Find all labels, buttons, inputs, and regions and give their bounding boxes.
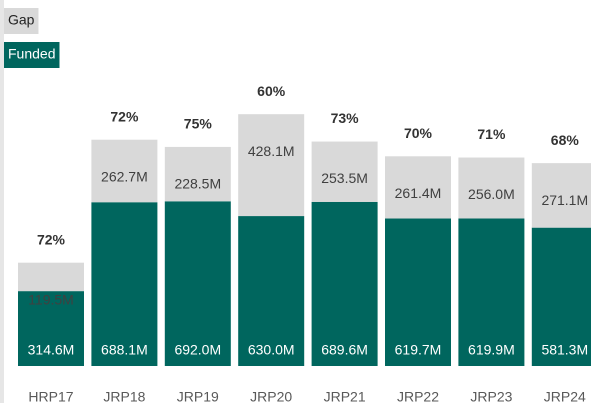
bar-segment	[238, 216, 305, 366]
data-label: 619.9M	[468, 342, 515, 358]
data-label: 688.1M	[101, 342, 148, 358]
bar-segment	[164, 201, 231, 366]
data-label: 262.7M	[101, 168, 148, 184]
bar-segment	[311, 201, 378, 366]
bar-segment	[458, 218, 525, 366]
bar-segment	[385, 218, 451, 366]
data-label: 314.6M	[28, 342, 75, 358]
data-label: 692.0M	[174, 342, 221, 358]
percent-label: 60%	[257, 83, 286, 99]
data-label: 630.0M	[248, 342, 295, 358]
left-strip	[0, 0, 4, 403]
legend-swatch	[4, 8, 39, 34]
data-label: 119.5M	[28, 291, 74, 307]
percent-label: 75%	[184, 116, 213, 132]
data-label: 253.5M	[321, 170, 368, 186]
percent-label: 72%	[37, 231, 66, 247]
data-label: 256.0M	[468, 186, 515, 202]
data-label: 689.6M	[321, 342, 368, 358]
data-label: 619.7M	[395, 342, 442, 358]
x-tick-label: JRP22	[397, 389, 439, 403]
percent-label: 72%	[110, 108, 139, 124]
x-tick-label: JRP18	[103, 389, 145, 403]
bar-segment	[91, 139, 158, 203]
x-tick-label: JRP19	[177, 389, 219, 403]
data-label: 271.1M	[541, 192, 588, 208]
data-label: 428.1M	[248, 143, 295, 159]
legend-label: Funded	[8, 46, 55, 62]
legend-swatch	[4, 42, 60, 68]
bar-segment	[91, 202, 158, 366]
x-tick-label: JRP21	[324, 389, 366, 403]
percent-label: 68%	[551, 132, 580, 148]
bar-segment	[238, 114, 305, 217]
data-label: 228.5M	[174, 176, 221, 192]
bar-segment	[531, 227, 591, 366]
bar-segment	[164, 146, 231, 202]
percent-label: 73%	[331, 110, 360, 126]
data-label: 581.3M	[541, 342, 588, 358]
x-tick-label: JRP23	[470, 389, 512, 403]
x-tick-label: JRP24	[544, 389, 586, 403]
x-tick-label: HRP17	[28, 389, 73, 403]
legend-label: Gap	[8, 12, 35, 28]
bar-segment	[18, 291, 84, 366]
data-label: 261.4M	[395, 185, 442, 201]
percent-label: 70%	[404, 125, 433, 141]
bar-segment	[18, 262, 84, 292]
bar-segment	[311, 141, 378, 202]
x-tick-label: JRP20	[250, 389, 292, 403]
percent-label: 71%	[477, 126, 506, 142]
bar-segment	[385, 156, 451, 219]
bar-segment	[458, 157, 525, 219]
bar-segment	[531, 163, 591, 228]
